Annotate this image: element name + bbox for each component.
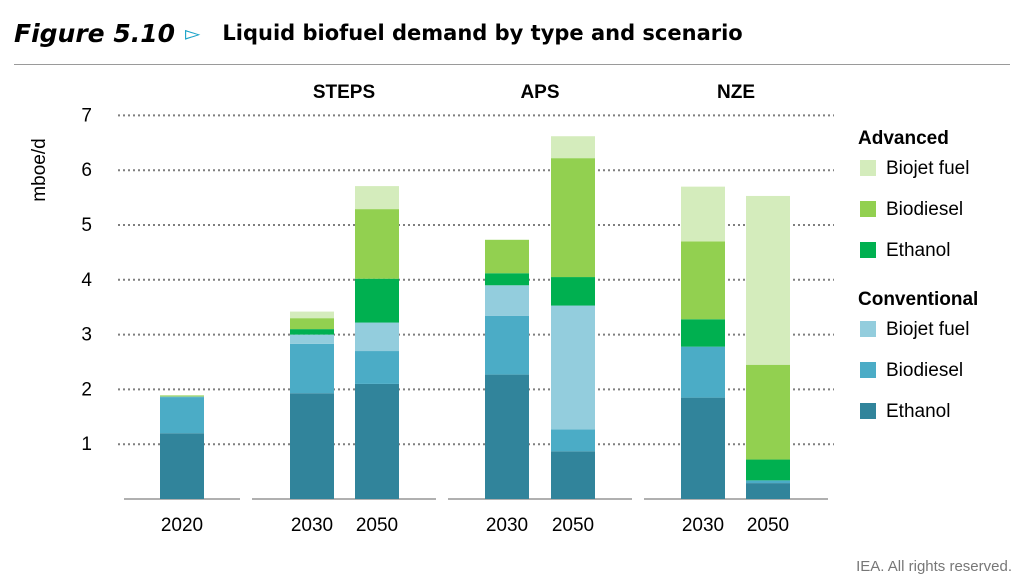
legend-section-title: Conventional: [858, 289, 978, 310]
bar-segment: [681, 186, 725, 242]
bar-segment: [551, 158, 595, 278]
bar-segment: [290, 393, 334, 499]
legend-label: Ethanol: [886, 401, 950, 422]
bar-segment: [355, 278, 399, 323]
legend-label: Biodiesel: [886, 199, 963, 220]
legend-swatch: [860, 242, 876, 258]
figure-number: Figure 5.10: [14, 18, 176, 48]
bar-segment: [485, 273, 529, 286]
y-tick-label: 4: [81, 270, 92, 291]
figure-header: Figure 5.10 ▻ Liquid biofuel demand by t…: [14, 16, 743, 50]
bar-segment: [681, 241, 725, 320]
bar-segment: [355, 322, 399, 352]
bar-segment: [290, 329, 334, 335]
bar-segment: [355, 351, 399, 384]
bar-segment: [355, 209, 399, 279]
scenario-label: STEPS: [313, 82, 375, 103]
bar-segment: [551, 305, 595, 430]
figure-title: Liquid biofuel demand by type and scenar…: [222, 21, 743, 45]
bar-segment: [551, 136, 595, 159]
legend-swatch: [860, 362, 876, 378]
y-tick-label: 6: [81, 160, 92, 181]
legend-label: Ethanol: [886, 240, 950, 261]
bar-segment: [551, 429, 595, 452]
bar-segment: [681, 346, 725, 398]
bar-segment: [290, 311, 334, 319]
bar-segment: [551, 451, 595, 499]
bar-segment: [746, 364, 790, 460]
legend-swatch: [860, 321, 876, 337]
bar-segment: [746, 195, 790, 365]
bar-segment: [681, 319, 725, 347]
legend-section-title: Advanced: [858, 128, 949, 149]
bar-segment: [681, 397, 725, 499]
y-tick-label: 5: [81, 215, 92, 236]
bar-segment: [355, 186, 399, 210]
x-tick-label: 2050: [356, 515, 398, 536]
bar-segment: [551, 277, 595, 306]
bar-segment: [160, 433, 204, 499]
header-divider: [14, 64, 1010, 65]
legend-swatch: [860, 403, 876, 419]
legend-label: Biojet fuel: [886, 158, 969, 179]
y-tick-label: 2: [81, 379, 92, 400]
bar-segment: [746, 480, 790, 484]
legend-swatch: [860, 201, 876, 217]
y-tick-label: 3: [81, 325, 92, 346]
bar-segment: [290, 318, 334, 330]
y-axis-label: mboe/d: [29, 138, 50, 201]
x-tick-label: 2030: [682, 515, 724, 536]
bar-segment: [746, 483, 790, 499]
y-tick-label: 7: [81, 105, 92, 126]
bar-segment: [485, 239, 529, 274]
bar-segment: [290, 334, 334, 344]
bar-segment: [485, 285, 529, 316]
biofuel-demand-chart: mboe/d 1 2 3 4 5 6 7 STEPS APS NZE 2020 2030 2050 2030…: [29, 82, 978, 536]
legend-label: Biodiesel: [886, 360, 963, 381]
x-tick-label: 2030: [291, 515, 333, 536]
bar-segment: [290, 343, 334, 394]
y-tick-label: 1: [81, 434, 92, 455]
source-note: IEA. All rights reserved.: [856, 558, 1012, 575]
x-tick-label: 2050: [747, 515, 789, 536]
bar-segment: [355, 383, 399, 499]
legend-swatch: [860, 160, 876, 176]
bar-segment: [160, 396, 204, 398]
triangle-arrow-icon: ▻: [185, 22, 201, 45]
x-tick-label: 2020: [161, 515, 203, 536]
scenario-label: NZE: [717, 82, 755, 103]
bar-segment: [160, 395, 204, 397]
bar-segment: [746, 459, 790, 481]
x-tick-label: 2050: [552, 515, 594, 536]
legend-label: Biojet fuel: [886, 319, 969, 340]
bar-segment: [160, 397, 204, 434]
x-tick-label: 2030: [486, 515, 528, 536]
scenario-label: APS: [520, 82, 559, 103]
bar-segment: [485, 374, 529, 499]
bar-segment: [485, 315, 529, 375]
